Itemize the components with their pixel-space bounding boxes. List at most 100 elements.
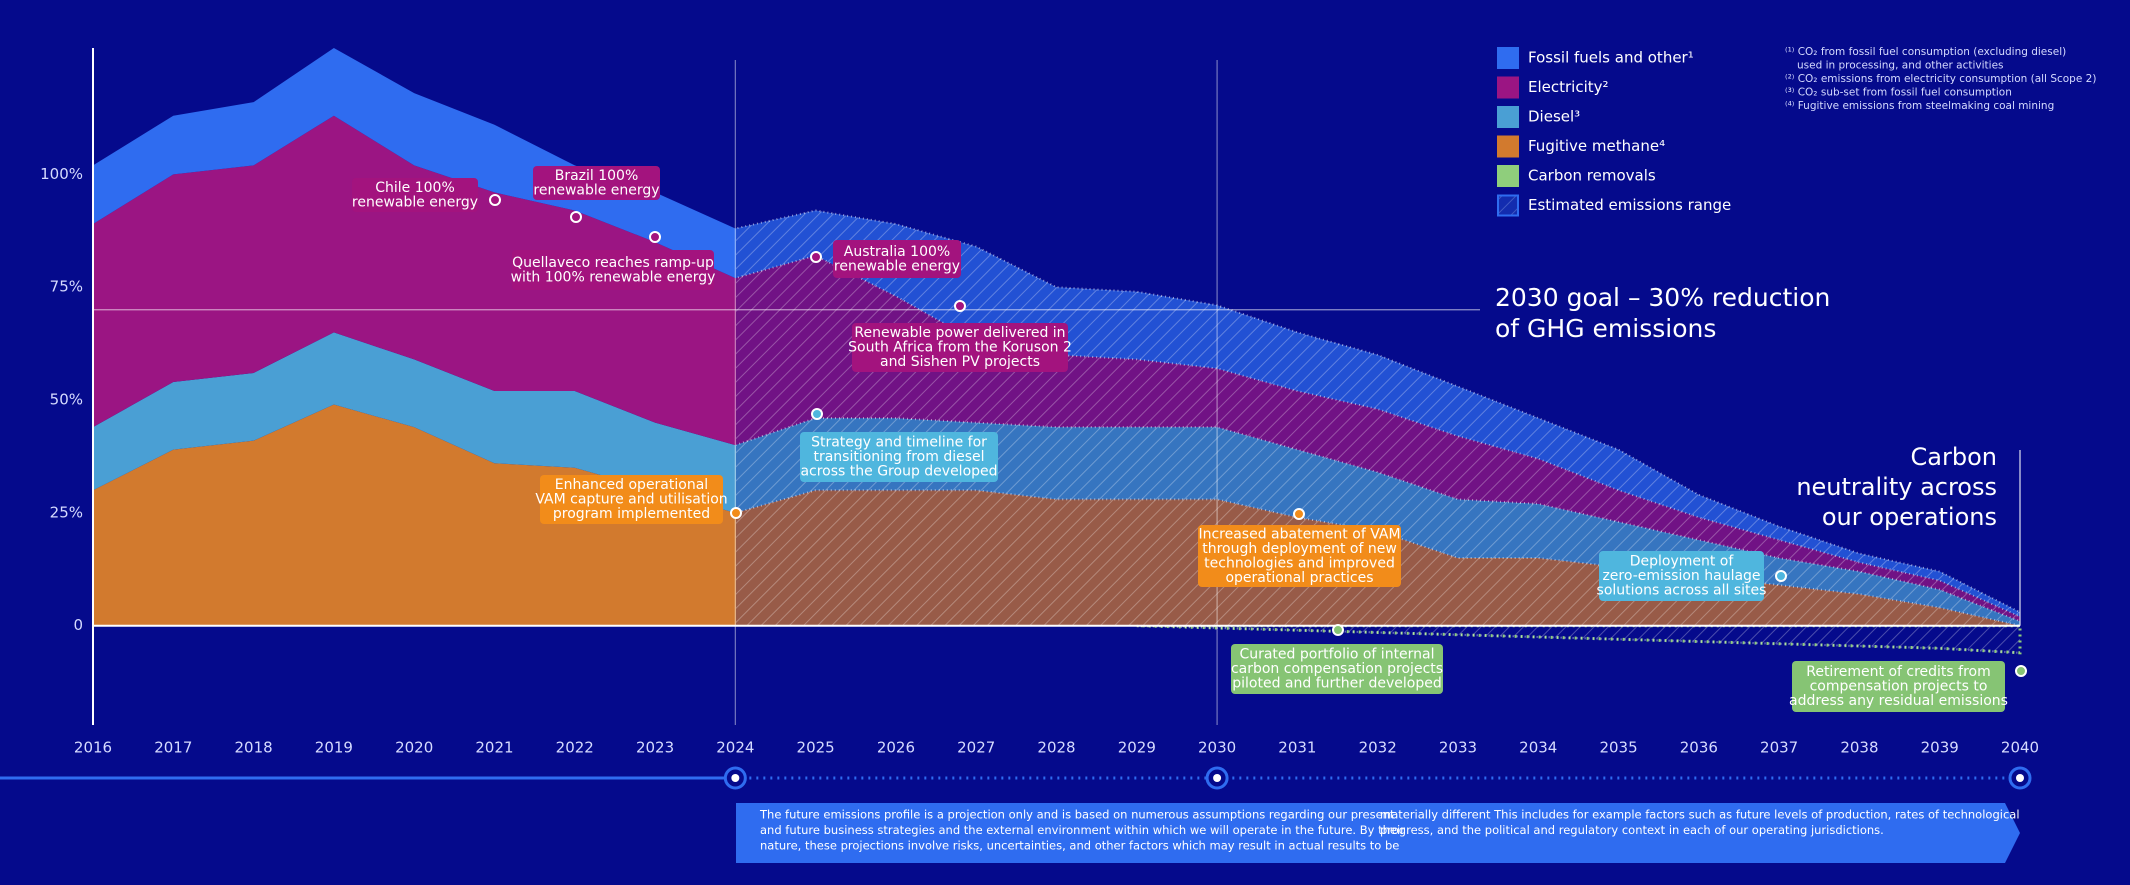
estimated-range bbox=[736, 209, 2021, 654]
annotation-text: across the Group developed bbox=[800, 464, 997, 480]
legend-swatch-fill bbox=[1498, 195, 1518, 216]
x-tick-label: 2026 bbox=[877, 739, 915, 757]
range-hatch bbox=[736, 210, 2020, 626]
y-tick-label: 50% bbox=[50, 391, 83, 409]
footnote: used in processing, and other activities bbox=[1797, 60, 2004, 72]
annotation-text: compensation projects to bbox=[1810, 679, 1988, 695]
x-tick-label: 2021 bbox=[475, 739, 513, 757]
annotation-text: piloted and further developed bbox=[1232, 676, 1441, 692]
x-tick-label: 2022 bbox=[556, 739, 594, 757]
x-tick-label: 2035 bbox=[1599, 739, 1637, 757]
annotation-text: renewable energy bbox=[352, 194, 478, 210]
x-tick-label: 2032 bbox=[1359, 739, 1397, 757]
x-tick-label: 2016 bbox=[74, 739, 112, 757]
annotation-text: address any residual emissions bbox=[1789, 693, 2008, 709]
x-tick-label: 2033 bbox=[1439, 739, 1477, 757]
annotation-box bbox=[352, 178, 478, 212]
x-tick-label: 2025 bbox=[797, 739, 835, 757]
y-tick-label: 75% bbox=[50, 278, 83, 296]
x-tick-label: 2018 bbox=[234, 739, 272, 757]
annotation-text: Curated portfolio of internal bbox=[1239, 647, 1434, 663]
annotation-text: solutions across all sites bbox=[1597, 583, 1767, 599]
footnote: ⁽²⁾ CO₂ emissions from electricity consu… bbox=[1785, 73, 2096, 85]
annotation-text: VAM capture and utilisation bbox=[535, 492, 727, 508]
annotation-text: Strategy and timeline for bbox=[811, 435, 987, 451]
annotation-text: Quellaveco reaches ramp-up bbox=[512, 255, 714, 271]
annotation-marker bbox=[810, 251, 822, 263]
disclaimer-text: nature, these projections involve risks,… bbox=[760, 839, 1399, 853]
annotation-text: with 100% renewable energy bbox=[511, 269, 716, 285]
legend-swatch bbox=[1497, 194, 1519, 217]
annotation-marker bbox=[570, 211, 582, 223]
disclaimer-text: and future business strategies and the e… bbox=[760, 823, 1405, 837]
annotation-marker bbox=[1293, 508, 1305, 520]
x-tick-label: 2036 bbox=[1680, 739, 1718, 757]
annotation-text: Brazil 100% bbox=[555, 168, 639, 184]
annotation-marker bbox=[730, 507, 742, 519]
annotation-text: zero-emission haulage bbox=[1602, 568, 1760, 584]
timeline-node-core bbox=[731, 774, 740, 782]
annotation-marker bbox=[1775, 570, 1787, 582]
disclaimer-text: progress, and the political and regulato… bbox=[1380, 823, 1884, 837]
legend-label: Estimated emissions range bbox=[1528, 196, 1731, 214]
legend-swatch bbox=[1497, 135, 1519, 158]
legend-label: Fugitive methane⁴ bbox=[1528, 137, 1665, 155]
annotation-text: renewable energy bbox=[533, 182, 659, 198]
goal-text: of GHG emissions bbox=[1495, 314, 1716, 343]
footnote: ⁽³⁾ CO₂ sub-set from fossil fuel consump… bbox=[1785, 87, 2012, 99]
goal-text: 2030 goal – 30% reduction bbox=[1495, 283, 1830, 312]
annotation-marker bbox=[1332, 624, 1344, 636]
y-tick-label: 25% bbox=[50, 503, 83, 521]
x-tick-label: 2031 bbox=[1278, 739, 1316, 757]
footnote: ⁽⁴⁾ Fugitive emissions from steelmaking … bbox=[1785, 100, 2054, 112]
x-tick-label: 2024 bbox=[716, 739, 754, 757]
neutral-text: Carbon bbox=[1911, 443, 1997, 471]
annotation-text: through deployment of new bbox=[1202, 541, 1397, 557]
legend-label: Carbon removals bbox=[1528, 167, 1656, 185]
timeline-node-core bbox=[1213, 774, 1222, 782]
x-tick-label: 2039 bbox=[1921, 739, 1959, 757]
x-tick-label: 2028 bbox=[1037, 739, 1075, 757]
annotation-box bbox=[1599, 551, 1764, 601]
legend-swatch bbox=[1497, 165, 1519, 187]
annotation-marker bbox=[649, 231, 661, 243]
annotation-box bbox=[800, 432, 998, 482]
annotation-box bbox=[833, 240, 961, 278]
x-tick-label: 2030 bbox=[1198, 739, 1236, 757]
legend-label: Fossil fuels and other¹ bbox=[1528, 49, 1694, 67]
annotation-text: operational practices bbox=[1225, 570, 1373, 586]
annotation-box bbox=[1198, 525, 1401, 587]
annotation-text: transitioning from diesel bbox=[813, 449, 984, 465]
legend-swatch bbox=[1497, 106, 1519, 128]
legend-label: Electricity² bbox=[1528, 78, 1609, 96]
disclaimer-text: The future emissions profile is a projec… bbox=[759, 808, 1395, 822]
annotation-text: renewable energy bbox=[834, 258, 960, 274]
area bbox=[1136, 624, 2022, 655]
x-tick-label: 2037 bbox=[1760, 739, 1798, 757]
annotation-marker bbox=[811, 408, 823, 420]
annotation-text: Enhanced operational bbox=[555, 477, 708, 493]
x-tick-label: 2023 bbox=[636, 739, 674, 757]
annotation-box bbox=[533, 166, 660, 200]
y-tick-label: 100% bbox=[40, 165, 83, 183]
x-tick-label: 2038 bbox=[1840, 739, 1878, 757]
footnote: ⁽¹⁾ CO₂ from fossil fuel consumption (ex… bbox=[1785, 46, 2066, 58]
legend-swatch bbox=[1497, 47, 1519, 69]
timeline-node-core bbox=[2016, 774, 2024, 782]
annotation-text: Retirement of credits from bbox=[1806, 664, 1991, 680]
annotation-text: Deployment of bbox=[1630, 554, 1735, 570]
annotation-box bbox=[512, 250, 714, 290]
legend-label: Diesel³ bbox=[1528, 108, 1580, 126]
annotation-text: technologies and improved bbox=[1204, 555, 1395, 571]
x-tick-label: 2017 bbox=[154, 739, 192, 757]
annotation-marker bbox=[954, 300, 966, 312]
annotation-text: Chile 100% bbox=[375, 180, 455, 196]
annotation-text: Increased abatement of VAM bbox=[1198, 526, 1400, 542]
y-tick-label: 0 bbox=[73, 616, 83, 634]
x-tick-label: 2034 bbox=[1519, 739, 1557, 757]
range-edge bbox=[1136, 624, 2021, 654]
x-tick-label: 2027 bbox=[957, 739, 995, 757]
annotation-text: Australia 100% bbox=[844, 244, 950, 260]
annotation-marker bbox=[489, 194, 501, 206]
